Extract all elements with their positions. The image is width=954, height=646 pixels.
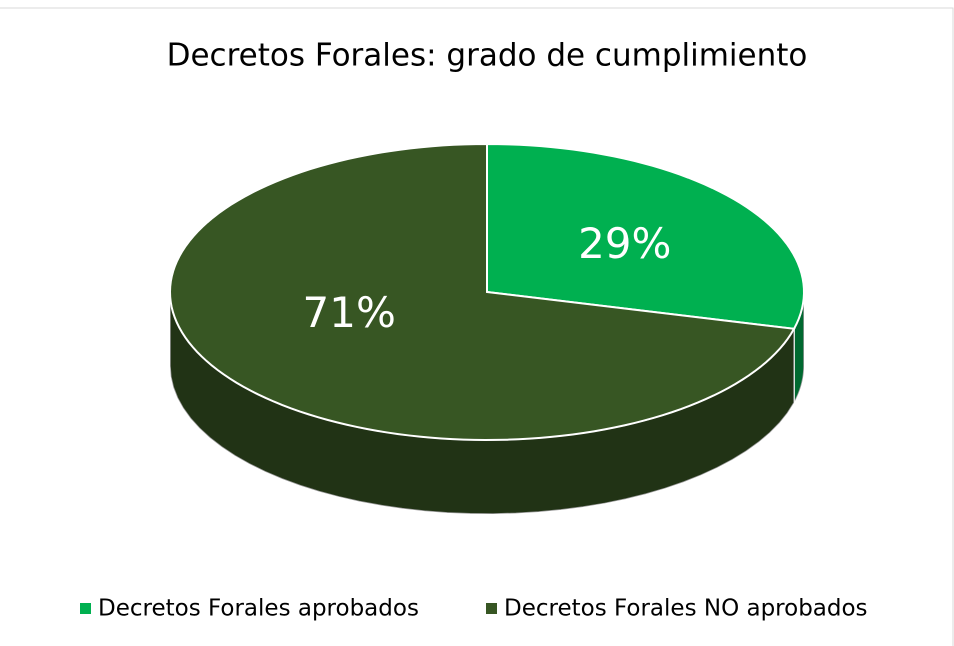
pie-slice xyxy=(169,142,796,441)
legend-swatch xyxy=(486,603,497,614)
legend-label: Decretos Forales aprobados xyxy=(98,596,419,622)
pie-slice xyxy=(486,142,805,330)
side-shade xyxy=(170,292,795,514)
chart-title: Decretos Forales: grado de cumplimiento xyxy=(167,38,808,74)
legend-label: Decretos Forales NO aprobados xyxy=(504,596,868,622)
data-label: 29% xyxy=(578,219,671,268)
data-label: 71% xyxy=(303,288,396,337)
side-shade xyxy=(794,292,804,403)
legend-swatch xyxy=(80,603,91,614)
